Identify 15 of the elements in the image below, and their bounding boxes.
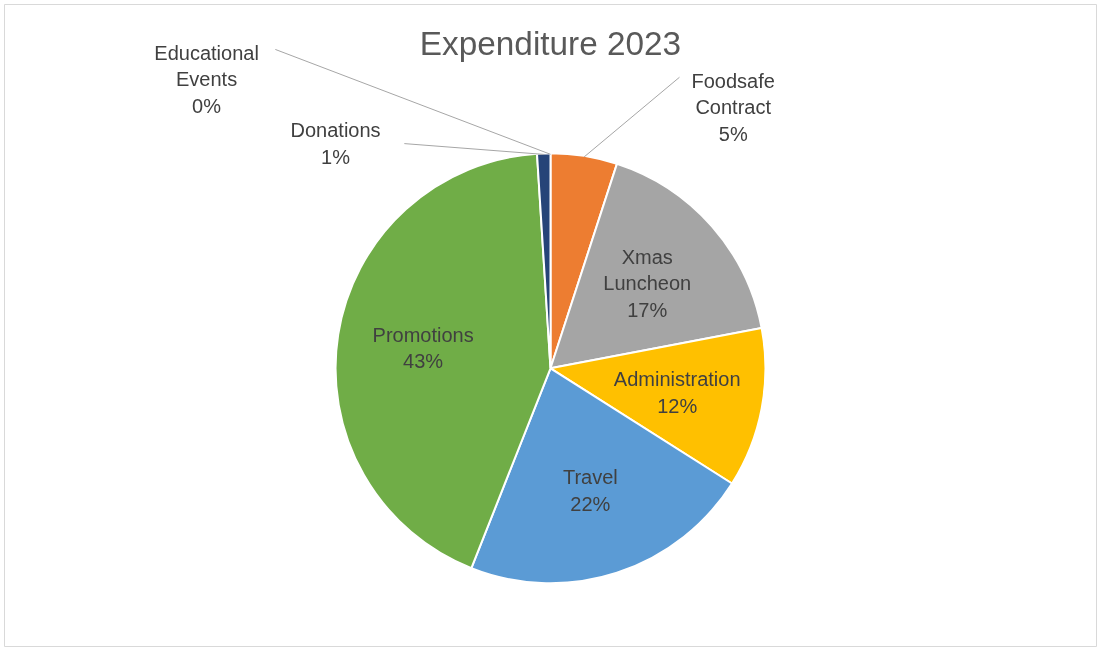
data-label: 5% <box>718 122 748 145</box>
slice-label: Foodsafe Contract <box>691 69 775 119</box>
data-label: 1% <box>321 145 351 168</box>
slice-label: Xmas Luncheon <box>603 245 692 295</box>
chart-title: Expenditure 2023 <box>419 24 682 62</box>
text: 0% <box>192 94 222 117</box>
data-label: 43% <box>403 350 444 373</box>
slice-label: Promotions <box>372 324 474 347</box>
slice-label: Administration <box>613 368 741 391</box>
data-label: 12% <box>657 394 698 417</box>
data-label: 22% <box>570 492 611 515</box>
slice-label: Travel <box>562 466 618 489</box>
slice-label: Donations <box>290 119 381 142</box>
data-label: 17% <box>627 298 668 321</box>
category-label: Educational Events <box>154 42 259 91</box>
